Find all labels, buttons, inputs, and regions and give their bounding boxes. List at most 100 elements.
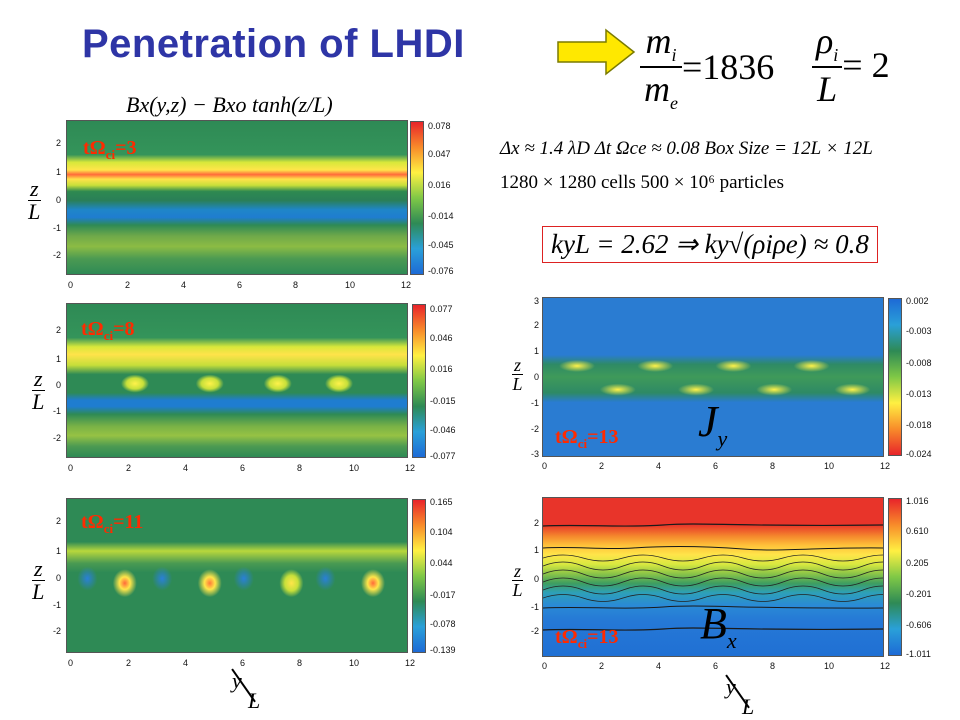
colorbar-t3-tick: -0.045 [428,240,454,250]
colorbar-t8 [412,304,426,458]
y-tick: 0 [542,661,548,671]
mass-ratio-equation: mi me =1836 [640,20,774,114]
colorbar-jy-tick: 0.002 [906,296,929,306]
colorbar-t3-tick: 0.047 [428,149,451,159]
bx-contour-lines [543,523,883,631]
colorbar-t3-tick: -0.014 [428,211,454,221]
z-tick: 3 [534,296,540,306]
y-tick: 8 [770,661,776,671]
colorbar-bx-tick: 0.205 [906,558,929,568]
plot-t8-field: tΩci=8 [66,303,408,458]
z-tick: 2 [56,325,62,335]
y-tick: 2 [599,661,605,671]
z-tick: -1 [531,398,540,408]
z-tick: 0 [56,573,62,583]
y-tick: 4 [656,661,662,671]
colorbar-bx-tick: 1.016 [906,496,929,506]
plot-t13-bx: tΩci=13 [542,497,884,657]
z-tick: 2 [56,138,62,148]
z-tick: 1 [56,546,62,556]
y-tick: 0 [542,461,548,471]
z-tick: 1 [56,354,62,364]
colorbar-t8-tick: 0.016 [430,364,453,374]
simulation-params-line1: Δx ≈ 1.4 λD Δt Ωce ≈ 0.08 Box Size = 12L… [500,138,873,159]
z-tick: 1 [534,346,540,356]
colorbar-t3 [410,121,424,275]
y-tick: 12 [405,463,416,473]
right-arrow-icon [557,28,636,76]
colorbar-bx-tick: -0.201 [906,589,932,599]
plot-t11-field: tΩci=11 [66,498,408,653]
z-tick: 2 [534,518,540,528]
z-tick: -3 [531,449,540,459]
colorbar-jy-tick: -0.003 [906,326,932,336]
y-tick: 2 [126,658,132,668]
y-tick: 8 [297,658,303,668]
colorbar-t11 [412,499,426,653]
colorbar-t3-tick: 0.078 [428,121,451,131]
colorbar-bx-tick: -1.011 [906,649,931,659]
time-label-t13-bx: tΩci=13 [555,626,619,651]
colorbar-t13-bx [888,498,902,656]
colorbar-t11-tick: 0.044 [430,558,453,568]
colorbar-t8-tick: 0.077 [430,304,453,314]
z-tick: 0 [534,574,540,584]
colorbar-jy-tick: -0.013 [906,389,932,399]
colorbar-t8-tick: -0.077 [430,451,456,461]
colorbar-t11-tick: 0.165 [430,497,453,507]
z-tick: 1 [56,167,62,177]
y-tick: 0 [68,658,74,668]
colorbar-t11-tick: -0.139 [430,645,456,655]
y-tick: 0 [68,463,74,473]
y-tick: 4 [656,461,662,471]
z-tick: 1 [534,545,540,555]
rho-ratio-equation: ρi L = 2 [812,20,890,110]
y-tick: 2 [599,461,605,471]
y-tick: 4 [181,280,187,290]
y-tick: 6 [240,658,246,668]
z-tick: -2 [53,626,62,636]
colorbar-t8-tick: -0.015 [430,396,456,406]
y-tick: 0 [68,280,74,290]
plot-t3-field: tΩci=3 [66,120,408,275]
y-tick: 10 [824,461,835,471]
slide-title: Penetration of LHDI [82,22,465,66]
y-tick: 8 [293,280,299,290]
y-tick: 8 [297,463,303,473]
z-tick: -2 [53,433,62,443]
y-tick: 4 [183,463,189,473]
z-tick: -1 [53,223,62,233]
time-label-t13-jy: tΩci=13 [555,426,619,451]
z-tick: -2 [531,424,540,434]
y-tick: 6 [240,463,246,473]
colorbar-t3-tick: -0.076 [428,266,454,276]
z-tick: -1 [53,600,62,610]
y-over-l-label-right: y L [725,674,755,719]
y-tick: 6 [713,661,719,671]
y-tick: 6 [237,280,243,290]
colorbar-bx-tick: 0.610 [906,526,929,536]
time-label-t3: tΩci=3 [83,137,137,162]
y-tick: 2 [125,280,131,290]
colorbar-t8-tick: -0.046 [430,425,456,435]
simulation-params-line2: 1280 × 1280 cells 500 × 10⁶ particles [500,172,784,193]
y-tick: 10 [349,658,360,668]
y-tick: 10 [824,661,835,671]
y-tick: 6 [713,461,719,471]
z-tick: 2 [56,516,62,526]
y-tick: 8 [770,461,776,471]
colorbar-t8-tick: 0.046 [430,333,453,343]
plot-t13-jy: tΩci=13 [542,297,884,457]
y-tick: 12 [405,658,416,668]
colorbar-t13-jy [888,298,902,456]
colorbar-t11-tick: 0.104 [430,527,453,537]
z-tick: -2 [53,250,62,260]
y-tick: 12 [401,280,412,290]
time-label-t11: tΩci=11 [81,511,144,536]
kyl-equation-box: kyL = 2.62 ⇒ ky√(ρiρe) ≈ 0.8 [542,226,878,263]
